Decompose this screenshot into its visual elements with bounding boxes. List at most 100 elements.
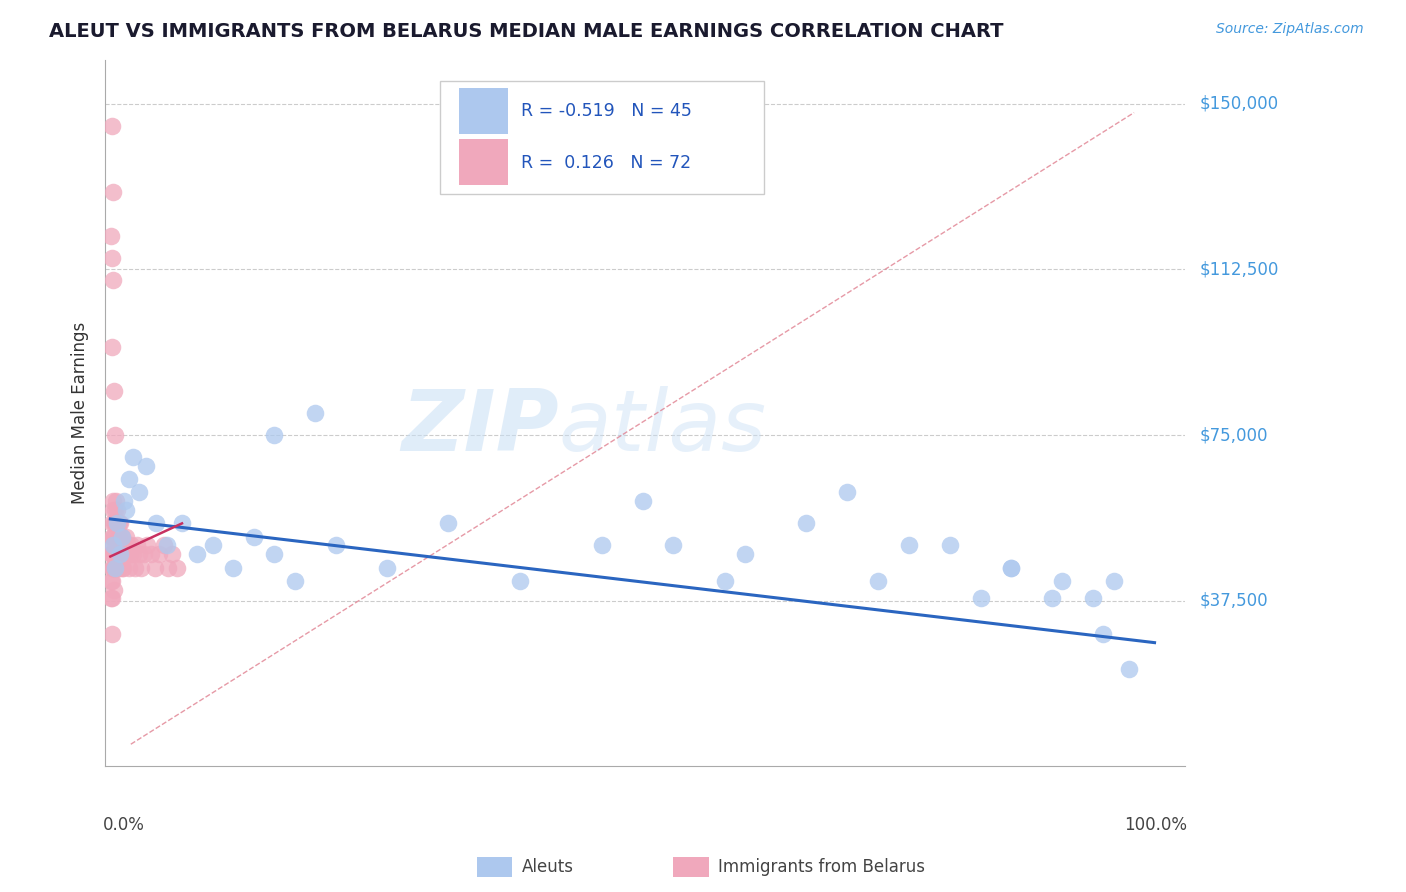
Point	[897, 539, 920, 553]
Text: $112,500: $112,500	[1199, 260, 1278, 278]
Point	[114, 530, 136, 544]
Point	[110, 560, 132, 574]
Point	[103, 384, 125, 398]
Text: $150,000: $150,000	[1199, 95, 1278, 112]
Text: ZIP: ZIP	[401, 385, 558, 468]
Point	[114, 503, 136, 517]
Text: R = -0.519   N = 45: R = -0.519 N = 45	[522, 103, 692, 120]
Point	[325, 539, 347, 553]
Point	[100, 591, 122, 606]
Point	[101, 627, 124, 641]
Point	[101, 530, 124, 544]
Point	[107, 516, 129, 531]
Text: 100.0%: 100.0%	[1125, 816, 1188, 834]
Point	[509, 574, 531, 588]
Point	[128, 547, 150, 561]
Point	[170, 516, 193, 531]
Point	[1118, 662, 1140, 676]
Point	[103, 516, 125, 531]
Point	[1040, 591, 1063, 606]
Point	[100, 229, 122, 244]
Point	[115, 547, 138, 561]
Point	[969, 591, 991, 606]
Point	[242, 530, 264, 544]
Point	[112, 539, 135, 553]
Point	[121, 547, 143, 561]
Text: $37,500: $37,500	[1199, 591, 1268, 610]
Point	[263, 428, 285, 442]
Point	[148, 547, 170, 561]
Point	[1000, 560, 1022, 574]
Point	[136, 539, 159, 553]
Point	[107, 503, 129, 517]
Point	[101, 591, 124, 606]
Point	[111, 560, 134, 574]
Point	[101, 252, 124, 266]
Point	[101, 560, 124, 574]
Point	[128, 485, 150, 500]
Point	[118, 547, 141, 561]
Point	[110, 530, 132, 544]
Point	[103, 494, 125, 508]
Point	[103, 547, 125, 561]
Point	[107, 547, 129, 561]
Point	[631, 494, 654, 508]
Point	[135, 458, 157, 473]
Point	[105, 494, 128, 508]
Point	[104, 503, 127, 517]
Point	[118, 560, 141, 574]
Point	[662, 539, 685, 553]
Point	[939, 539, 962, 553]
Point	[104, 428, 127, 442]
Point	[125, 539, 148, 553]
Point	[100, 547, 122, 561]
Point	[107, 530, 129, 544]
Point	[100, 574, 122, 588]
Text: Source: ZipAtlas.com: Source: ZipAtlas.com	[1216, 22, 1364, 37]
Point	[713, 574, 735, 588]
Y-axis label: Median Male Earnings: Median Male Earnings	[72, 322, 89, 504]
FancyBboxPatch shape	[440, 81, 763, 194]
Text: R =  0.126   N = 72: R = 0.126 N = 72	[522, 153, 692, 172]
Point	[222, 560, 245, 574]
Point	[1081, 591, 1104, 606]
Point	[101, 574, 124, 588]
Point	[304, 406, 326, 420]
Point	[132, 547, 155, 561]
Point	[110, 530, 132, 544]
Point	[141, 547, 163, 561]
Point	[107, 516, 129, 531]
Point	[120, 539, 142, 553]
Point	[591, 539, 613, 553]
Point	[103, 547, 125, 561]
Point	[103, 185, 125, 199]
Point	[103, 530, 125, 544]
Text: 0.0%: 0.0%	[103, 816, 145, 834]
Point	[110, 530, 132, 544]
Point	[104, 560, 127, 574]
Text: atlas: atlas	[558, 385, 766, 468]
Text: Immigrants from Belarus: Immigrants from Belarus	[718, 858, 925, 876]
Point	[437, 516, 460, 531]
Point	[103, 582, 125, 597]
Point	[103, 273, 125, 287]
Point	[111, 539, 134, 553]
Point	[104, 560, 127, 574]
Text: $75,000: $75,000	[1199, 426, 1268, 444]
Point	[100, 539, 122, 553]
Point	[108, 547, 131, 561]
Point	[112, 494, 135, 508]
Point	[156, 560, 179, 574]
Point	[110, 547, 132, 561]
Point	[129, 560, 152, 574]
Point	[1092, 627, 1115, 641]
Point	[152, 539, 174, 553]
Point	[105, 547, 128, 561]
Point	[837, 485, 859, 500]
Point	[103, 539, 125, 553]
Point	[103, 560, 125, 574]
Text: Aleuts: Aleuts	[522, 858, 574, 876]
Point	[1102, 574, 1125, 588]
Point	[101, 516, 124, 531]
Bar	[460, 88, 508, 134]
